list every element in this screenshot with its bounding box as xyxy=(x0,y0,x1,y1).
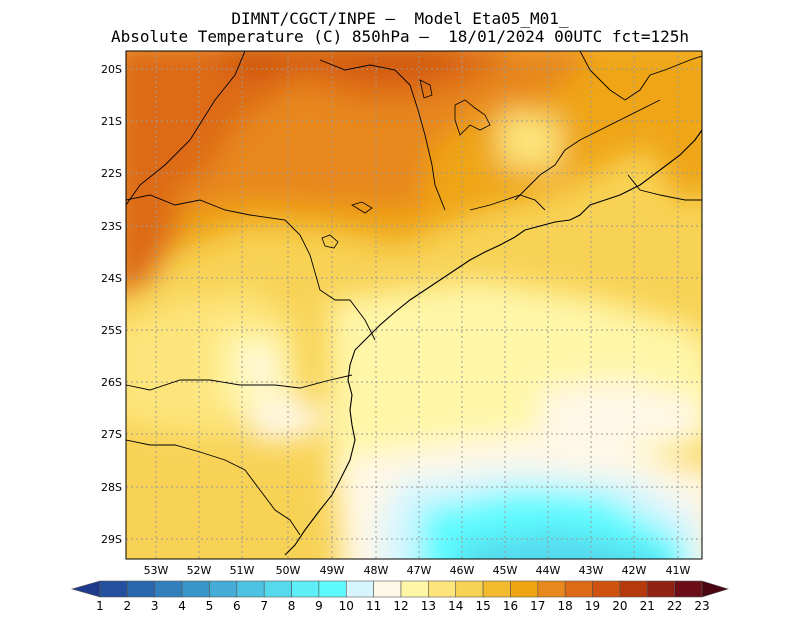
colorbar-label: 12 xyxy=(393,599,409,613)
colorbar-label: 7 xyxy=(260,599,268,613)
lat-label: 26S xyxy=(101,376,122,389)
colorbar-swatch xyxy=(428,580,457,598)
map-frame xyxy=(125,50,703,560)
lat-label: 29S xyxy=(101,533,122,546)
colorbar-label: 2 xyxy=(123,599,132,613)
colorbar-label: 15 xyxy=(475,599,491,613)
lat-label: 28S xyxy=(101,481,122,494)
lat-label: 20S xyxy=(101,63,122,76)
colorbar-label: 4 xyxy=(178,599,186,613)
lon-label: 44W xyxy=(535,564,561,577)
colorbar-swatch xyxy=(154,580,183,598)
lon-label: 43W xyxy=(578,564,604,577)
temperature-field xyxy=(126,51,702,559)
colorbar-label: 16 xyxy=(502,599,519,613)
lat-label: 25S xyxy=(101,324,122,337)
colorbar-label: 23 xyxy=(694,599,710,613)
colorbar-swatch xyxy=(291,580,320,598)
colorbar-swatch xyxy=(482,580,511,598)
coastline xyxy=(284,129,702,556)
colorbar-label: 14 xyxy=(448,599,464,613)
lon-label: 45W xyxy=(492,564,518,577)
colorbar-swatch xyxy=(646,580,675,598)
lon-label: 52W xyxy=(186,564,212,577)
state-borders xyxy=(126,51,702,536)
colorbar-swatch xyxy=(236,580,265,598)
colorbar-label: 13 xyxy=(420,599,436,613)
lakes-reservoirs xyxy=(321,79,491,249)
colorbar xyxy=(70,580,730,598)
colorbar-label: 5 xyxy=(205,599,214,613)
lat-label: 23S xyxy=(101,220,122,233)
colorbar-swatch xyxy=(674,580,703,598)
colorbar-arrow-high xyxy=(701,580,730,598)
colorbar-swatch xyxy=(345,580,374,598)
colorbar-swatch xyxy=(592,580,621,598)
lon-label: 47W xyxy=(406,564,432,577)
colorbar-swatch xyxy=(209,580,238,598)
colorbar-label: 22 xyxy=(666,599,683,613)
lon-label: 51W xyxy=(229,564,255,577)
colorbar-label: 21 xyxy=(639,599,655,613)
colorbar-swatch xyxy=(263,580,292,598)
colorbar-swatch xyxy=(181,580,210,598)
colorbar-swatch xyxy=(400,580,429,598)
colorbar-label: 19 xyxy=(584,599,601,613)
colorbar-swatch xyxy=(373,580,402,598)
colorbar-label: 8 xyxy=(287,599,296,613)
colorbar-arrow-low xyxy=(70,580,101,598)
colorbar-label: 10 xyxy=(338,599,354,613)
colorbar-swatch xyxy=(619,580,648,598)
figure-title-line1: DIMNT/CGCT/INPE – Model Eta05_M01_ xyxy=(231,9,569,28)
colorbar-swatch xyxy=(99,580,128,598)
colorbar-swatch xyxy=(510,580,539,598)
colorbar-label: 11 xyxy=(365,599,382,613)
lon-label: 50W xyxy=(275,564,301,577)
lat-label: 27S xyxy=(101,428,122,441)
colorbar-label: 3 xyxy=(150,599,159,613)
colorbar-label: 6 xyxy=(232,599,241,613)
colorbar-swatch xyxy=(127,580,156,598)
colorbar-label: 18 xyxy=(557,599,573,613)
colorbar-swatch xyxy=(564,580,593,598)
colorbar-label: 17 xyxy=(530,599,546,613)
lon-label: 49W xyxy=(319,564,345,577)
lon-label: 46W xyxy=(449,564,475,577)
lat-label: 22S xyxy=(101,167,122,180)
lon-label: 42W xyxy=(621,564,647,577)
lon-label: 41W xyxy=(665,564,691,577)
lat-label: 24S xyxy=(101,272,122,285)
colorbar-label: 20 xyxy=(612,599,628,613)
colorbar-label: 9 xyxy=(315,599,323,613)
colorbar-swatch xyxy=(455,580,484,598)
figure-title-line2: Absolute Temperature (C) 850hPa – 18/01/… xyxy=(111,27,689,46)
colorbar-swatch xyxy=(537,580,566,598)
lat-label: 21S xyxy=(101,115,122,128)
colorbar-label: 1 xyxy=(96,599,104,613)
lon-label: 48W xyxy=(363,564,389,577)
lon-label: 53W xyxy=(143,564,169,577)
colorbar-swatch xyxy=(318,580,347,598)
